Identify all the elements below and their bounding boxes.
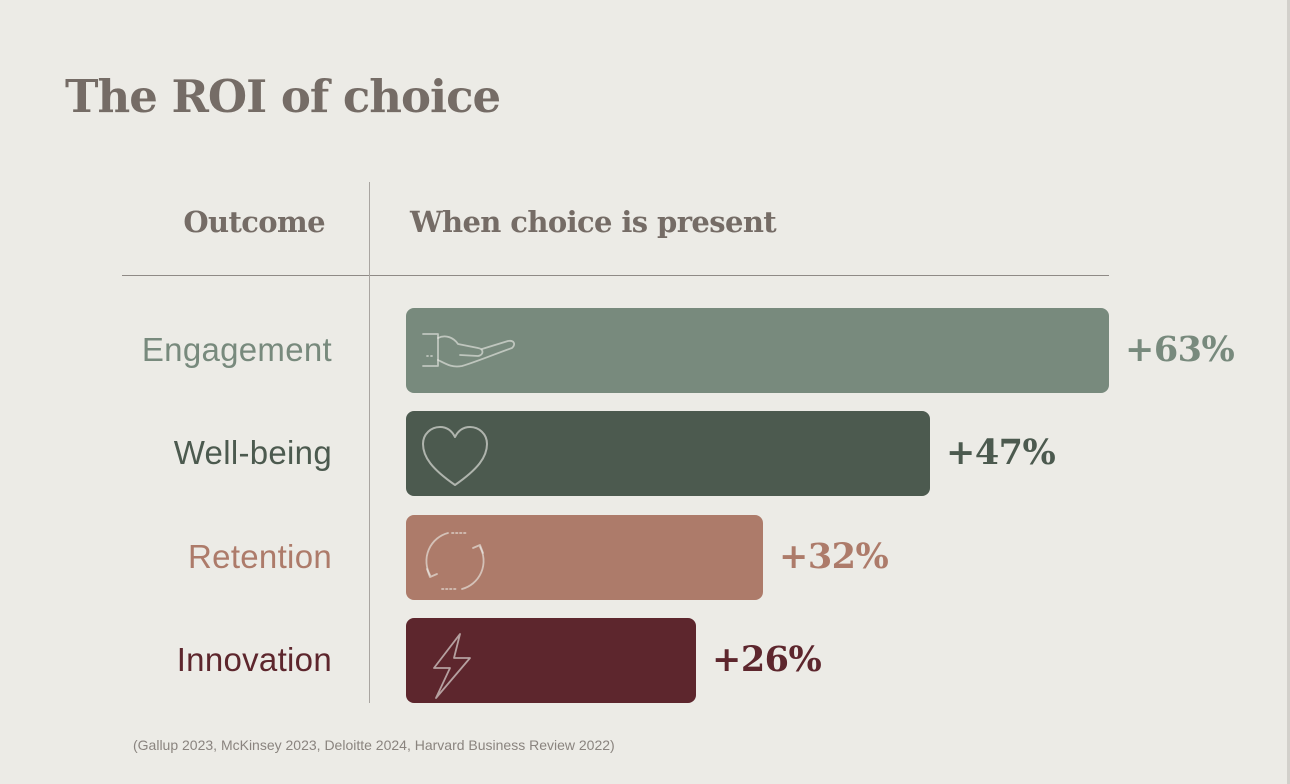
bar [406, 618, 696, 703]
value-column-header: When choice is present [410, 205, 777, 239]
category-label: Innovation [176, 641, 332, 678]
source-note: (Gallup 2023, McKinsey 2023, Deloitte 20… [133, 737, 615, 753]
heart-icon [422, 426, 488, 486]
lightning-bolt-icon [433, 633, 471, 699]
page-edge [1287, 0, 1290, 784]
value-label: +63% [1125, 329, 1235, 370]
header-divider [122, 275, 1109, 276]
bar [406, 411, 930, 496]
value-label: +32% [779, 536, 889, 577]
value-label: +26% [712, 639, 822, 680]
category-label: Well-being [173, 434, 332, 471]
category-label: Retention [188, 538, 332, 575]
value-label: +47% [946, 432, 1056, 473]
column-divider [369, 182, 370, 703]
page-title: The ROI of choice [65, 70, 501, 123]
open-hand-icon [422, 333, 515, 368]
refresh-cycle-icon [425, 532, 485, 590]
category-label: Engagement [141, 331, 332, 368]
outcome-column-header: Outcome [183, 205, 325, 239]
bar [406, 308, 1109, 393]
bar [406, 515, 763, 600]
